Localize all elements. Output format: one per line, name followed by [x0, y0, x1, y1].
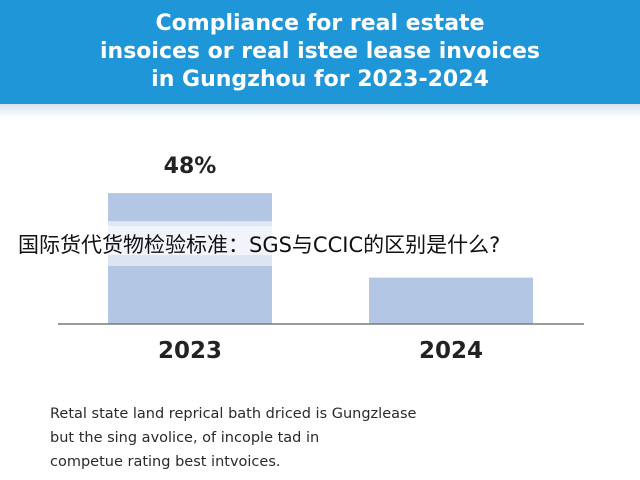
x-tick-label-2024: 2024 [419, 338, 483, 364]
overlay-band [0, 226, 640, 266]
chart-title: Compliance for real estate insoices or r… [100, 11, 540, 92]
header-shadow [0, 104, 640, 118]
x-tick-label-2023: 2023 [158, 338, 222, 364]
chart-header: Compliance for real estate insoices or r… [0, 0, 640, 104]
chart-caption: Retal state land reprical bath driced is… [50, 406, 417, 470]
data-label-2023: 48% [164, 154, 217, 179]
bar-2024 [369, 277, 533, 324]
overlay-headline: 国际货代货物检验标准：SGS与CCIC的区别是什么? [18, 233, 501, 257]
